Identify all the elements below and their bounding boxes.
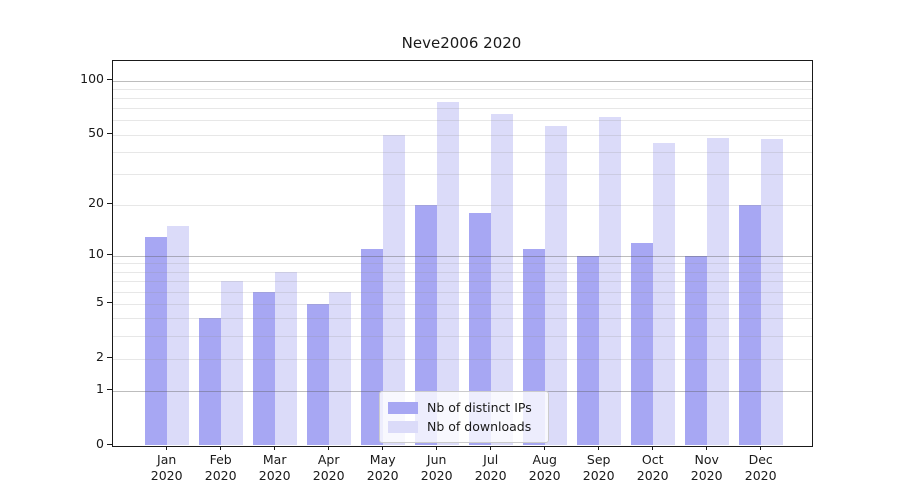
y-tick-mark-0 (107, 443, 112, 446)
bar-apr-distinct-ips (307, 303, 329, 446)
x-tick-mark-jan (166, 446, 168, 451)
gridline-7 (113, 281, 812, 283)
x-tick-mark-apr (328, 446, 330, 451)
gridline-2 (113, 358, 812, 360)
y-tick-label-20: 20 (88, 195, 104, 211)
x-tick-label-jul: Jul 2020 (474, 452, 507, 483)
x-tick-mark-feb (220, 446, 222, 451)
plot-area: Nb of distinct IPs Nb of downloads (112, 60, 813, 447)
legend-swatch-downloads-icon (388, 420, 418, 433)
y-tick-mark-10 (107, 254, 112, 256)
gridline-8 (113, 271, 812, 273)
bar-mar-distinct-ips (253, 291, 275, 446)
y-tick-mark-100 (107, 78, 112, 81)
bar-oct-distinct-ips (631, 242, 653, 446)
y-tick-label-5: 5 (96, 294, 104, 310)
bar-nov-downloads (707, 137, 729, 446)
gridline-9 (113, 263, 812, 265)
y-tick-label-100: 100 (80, 71, 104, 86)
legend-item-distinct-ips: Nb of distinct IPs (388, 398, 540, 417)
x-tick-mark-aug (544, 446, 546, 451)
legend-swatch-distinct-ips-icon (388, 401, 418, 414)
x-tick-mark-mar (274, 446, 276, 451)
bar-sep-distinct-ips (577, 255, 599, 446)
x-tick-label-feb: Feb 2020 (204, 452, 237, 483)
x-tick-mark-sep (598, 446, 600, 451)
gridline-3 (113, 335, 812, 337)
y-tick-label-2: 2 (96, 349, 104, 365)
x-tick-label-nov: Nov 2020 (690, 452, 723, 483)
gridline-50 (113, 134, 812, 136)
legend-label-downloads: Nb of downloads (427, 419, 532, 434)
y-tick-label-10: 10 (88, 246, 104, 262)
bar-dec-distinct-ips (739, 204, 761, 446)
bar-nov-distinct-ips (685, 255, 707, 446)
gridline-80 (113, 97, 812, 99)
x-tick-label-dec: Dec 2020 (744, 452, 777, 483)
y-tick-mark-2 (107, 357, 112, 359)
bar-feb-distinct-ips (199, 318, 221, 446)
x-tick-mark-nov (706, 446, 708, 451)
gridline-6 (113, 291, 812, 293)
bar-jan-distinct-ips (145, 236, 167, 446)
x-tick-mark-may (382, 446, 384, 451)
x-tick-label-sep: Sep 2020 (582, 452, 615, 483)
gridline-30 (113, 173, 812, 175)
x-tick-mark-jun (436, 446, 438, 451)
x-tick-mark-dec (760, 446, 762, 451)
y-tick-mark-50 (107, 132, 112, 135)
x-tick-label-oct: Oct 2020 (636, 452, 669, 483)
gridline-60 (113, 120, 812, 122)
legend: Nb of distinct IPs Nb of downloads (379, 391, 549, 443)
y-tick-mark-20 (107, 203, 112, 205)
x-tick-mark-oct (652, 446, 654, 451)
x-tick-label-apr: Apr 2020 (312, 452, 345, 483)
bars-layer (113, 61, 812, 446)
gridline-20 (113, 204, 812, 206)
gridline-5 (113, 303, 812, 305)
bar-oct-downloads (653, 142, 675, 446)
gridline-90 (113, 88, 812, 90)
y-tick-mark-1 (107, 389, 112, 391)
chart-title: Neve2006 2020 (401, 34, 522, 52)
y-tick-label-50: 50 (88, 125, 104, 141)
gridline-40 (113, 151, 812, 153)
y-tick-label-0: 0 (96, 436, 104, 451)
x-tick-label-may: May 2020 (366, 452, 399, 483)
legend-label-distinct-ips: Nb of distinct IPs (427, 400, 532, 415)
bar-mar-downloads (275, 271, 297, 446)
bar-dec-downloads (761, 139, 783, 446)
gridline-100 (113, 80, 812, 82)
gridline-70 (113, 108, 812, 110)
bar-sep-downloads (599, 116, 621, 446)
x-tick-label-aug: Aug 2020 (528, 452, 561, 483)
legend-item-downloads: Nb of downloads (388, 417, 540, 436)
x-tick-label-jun: Jun 2020 (420, 452, 453, 483)
gridline-4 (113, 318, 812, 320)
y-tick-mark-5 (107, 302, 112, 304)
x-tick-mark-jul (490, 446, 492, 451)
bar-apr-downloads (329, 291, 351, 446)
bar-jan-downloads (167, 226, 189, 446)
x-tick-label-jan: Jan 2020 (150, 452, 183, 483)
x-tick-label-mar: Mar 2020 (258, 452, 291, 483)
bar-feb-downloads (221, 281, 243, 446)
gridline-10 (113, 255, 812, 257)
grid-layer (113, 61, 812, 446)
y-tick-label-1: 1 (96, 381, 104, 397)
